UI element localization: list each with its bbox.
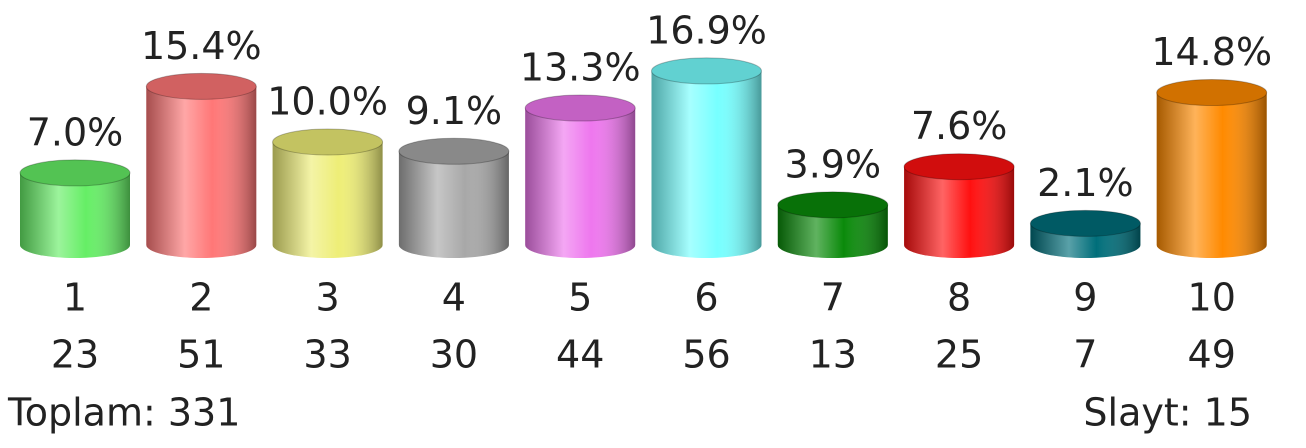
- x-tick-label: 10: [1188, 276, 1236, 320]
- cylinder-top: [651, 57, 762, 85]
- cylinder-top: [777, 191, 889, 219]
- cylinder-shade: [398, 151, 509, 258]
- value-label: 13.3%: [520, 46, 641, 90]
- count-label: 51: [177, 333, 225, 377]
- count-label: 44: [556, 333, 604, 377]
- x-tick-label: 1: [63, 276, 87, 320]
- count-label: 49: [1188, 333, 1236, 377]
- cylinder-top: [19, 159, 131, 187]
- cylinder-top: [145, 72, 257, 100]
- cylinder-top: [398, 137, 510, 165]
- count-label: 13: [809, 333, 857, 377]
- value-label: 16.9%: [646, 8, 767, 52]
- x-tick-label: 8: [947, 276, 971, 320]
- count-label: 7: [1073, 333, 1097, 377]
- cylinder-top-shade: [904, 153, 1015, 180]
- value-label: 7.6%: [911, 104, 1008, 148]
- cylinder-top: [1156, 79, 1268, 107]
- cylinder-shade: [1156, 92, 1267, 259]
- count-label: 25: [935, 333, 983, 377]
- cylinder-top: [1029, 209, 1141, 237]
- cylinder-top-shade: [20, 159, 130, 186]
- cylinder-top-shade: [651, 57, 762, 84]
- cylinder-top-shade: [272, 129, 383, 155]
- cylinder-shade: [272, 142, 383, 259]
- x-tick-label: 2: [189, 276, 213, 320]
- value-label: 10.0%: [267, 80, 388, 124]
- cylinder-shade: [651, 70, 762, 259]
- count-label: 56: [682, 333, 730, 377]
- value-label: 9.1%: [406, 89, 503, 133]
- value-label: 15.4%: [141, 24, 262, 68]
- value-label: 2.1%: [1037, 161, 1134, 205]
- value-label: 14.8%: [1151, 30, 1272, 74]
- slide-label: Slayt: 15: [1083, 391, 1252, 435]
- total-label: Toplam: 331: [7, 391, 240, 435]
- x-tick-label: 7: [821, 276, 845, 320]
- cylinder-top-shade: [1156, 79, 1267, 106]
- cylinder-top: [524, 94, 636, 122]
- value-label: 7.0%: [27, 110, 124, 154]
- cylinder-shade: [777, 204, 888, 259]
- cylinder-shade: [146, 86, 257, 258]
- cylinder-top-shade: [1030, 210, 1141, 237]
- x-tick-label: 3: [316, 276, 340, 320]
- cylinder-top-shade: [398, 138, 509, 165]
- cylinder-shade: [904, 166, 1015, 259]
- cylinder-top-shade: [525, 95, 636, 122]
- cylinder-top-shade: [146, 73, 257, 100]
- cylinder-shade: [525, 108, 636, 259]
- cylinder-top: [903, 153, 1015, 181]
- count-label: 30: [430, 333, 478, 377]
- x-tick-label: 5: [568, 276, 592, 320]
- cylinder-top: [272, 128, 384, 156]
- x-tick-label: 9: [1073, 276, 1097, 320]
- x-tick-label: 4: [442, 276, 466, 320]
- count-label: 23: [51, 333, 99, 377]
- count-label: 33: [303, 333, 351, 377]
- x-tick-label: 6: [694, 276, 718, 320]
- cylinder-shade: [20, 172, 130, 258]
- cylinder-top-shade: [777, 191, 888, 218]
- value-label: 3.9%: [785, 142, 882, 186]
